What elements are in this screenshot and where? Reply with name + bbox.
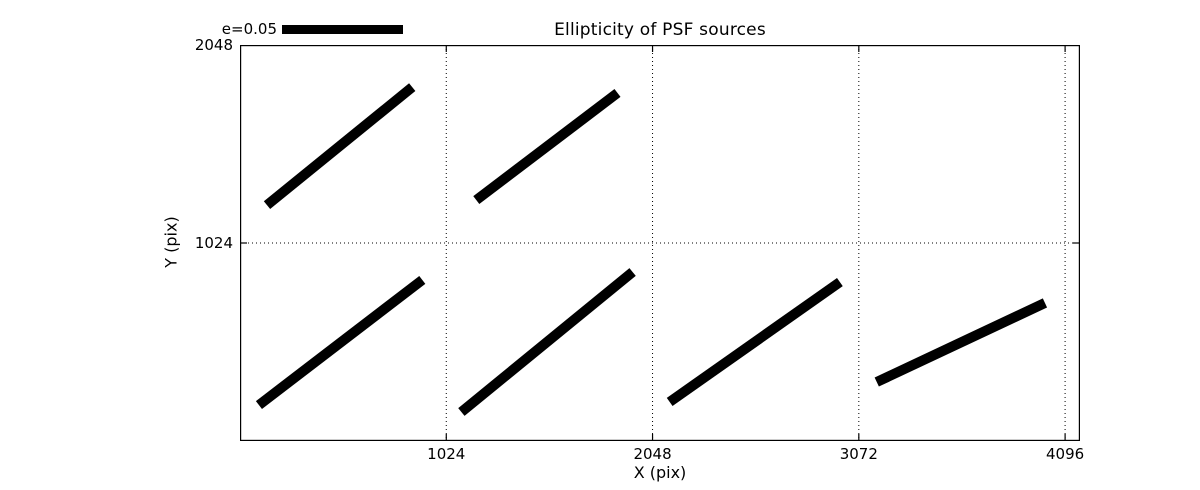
y-tick-label: 1024 xyxy=(194,234,233,252)
x-axis-label: X (pix) xyxy=(633,463,687,482)
x-tick-label: 2048 xyxy=(633,445,672,463)
ellipticity-whisker xyxy=(473,88,621,205)
ellipticity-whisker xyxy=(255,275,426,410)
x-tick-label: 1024 xyxy=(427,445,466,463)
ellipticity-whisker xyxy=(263,83,416,209)
x-tick-label: 4096 xyxy=(1045,445,1085,463)
ellipticity-whisker xyxy=(874,298,1048,387)
x-tick-label: 3072 xyxy=(839,445,878,463)
plot-canvas-svg xyxy=(240,45,1080,441)
plot-title: Ellipticity of PSF sources xyxy=(554,20,766,40)
plot-area xyxy=(240,45,1080,441)
axes-frame xyxy=(240,45,1080,441)
ellipticity-whisker xyxy=(458,268,636,416)
y-tick-label: 2048 xyxy=(194,36,233,54)
legend-whisker-scale-bar xyxy=(282,25,403,34)
ellipticity-whisker xyxy=(666,277,843,407)
legend-label: e=0.05 xyxy=(221,20,277,38)
